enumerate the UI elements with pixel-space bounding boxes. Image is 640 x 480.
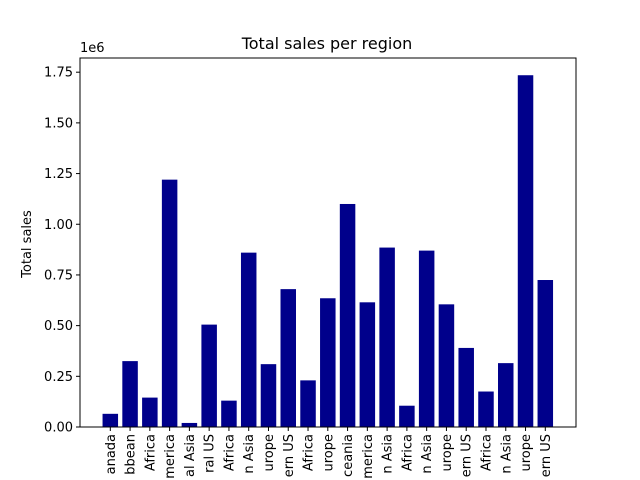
bar-17 (438, 304, 455, 427)
x-tick-label-3: merica (163, 434, 178, 479)
bar-5 (201, 324, 217, 427)
bar-16 (418, 250, 435, 427)
bar-11 (320, 298, 336, 427)
y-axis-label: Total sales (20, 210, 35, 279)
y-tick-label-5: 1.25 (44, 167, 73, 182)
x-tick-label-18: ern US (460, 434, 475, 477)
bar-21 (517, 75, 534, 427)
bar-10 (300, 380, 316, 427)
bar-6 (221, 400, 237, 427)
x-tick-label-17: urope (440, 434, 455, 472)
x-tick-label-13: merica (361, 434, 376, 479)
x-tick-label-14: n Asia (381, 434, 396, 474)
y-tick-label-2: 0.50 (44, 319, 73, 334)
x-tick-label-5: ral US (203, 434, 218, 473)
bar-1 (122, 361, 138, 427)
bars-group (102, 75, 554, 427)
bar-13 (359, 302, 376, 427)
chart-title: Total sales per region (241, 34, 413, 53)
bar-14 (379, 247, 395, 427)
bar-4 (181, 422, 198, 427)
bar-3 (161, 179, 178, 427)
bar-15 (399, 405, 415, 427)
y-tick-label-3: 0.75 (44, 268, 73, 283)
x-tick-label-12: ceania (341, 434, 356, 477)
x-tick-label-8: urope (262, 434, 277, 472)
bar-19 (478, 391, 494, 427)
y-tick-label-4: 1.00 (44, 218, 73, 233)
x-tick-label-6: Africa (222, 434, 237, 471)
x-tick-label-21: urope (519, 434, 534, 472)
x-tick-label-2: Africa (143, 434, 158, 471)
x-ticks-group: anada bbean Africa merica al Asia ral US Afric… (104, 427, 554, 479)
x-tick-label-19: Africa (479, 434, 494, 471)
bar-8 (260, 364, 277, 427)
x-tick-label-16: n Asia (420, 434, 435, 474)
y-tick-label-7: 1.75 (44, 66, 73, 81)
bar-9 (280, 289, 296, 427)
x-tick-label-22: ern US (539, 434, 554, 477)
y-axis-offset-label: 1e6 (80, 41, 105, 56)
x-tick-label-11: urope (321, 434, 336, 472)
x-tick-label-20: n Asia (499, 434, 514, 474)
y-ticks-group: 0.00 0.25 0.50 0.75 1.00 1.25 1.50 1.75 (44, 66, 80, 436)
y-tick-label-6: 1.50 (44, 116, 73, 131)
x-tick-label-10: Africa (302, 434, 317, 471)
bar-0 (102, 413, 119, 427)
x-tick-label-9: ern US (282, 434, 297, 477)
x-tick-label-7: n Asia (242, 434, 257, 474)
bar-22 (537, 280, 554, 427)
bar-20 (498, 363, 514, 427)
bar-7 (240, 252, 257, 427)
x-tick-label-1: bbean (124, 434, 139, 475)
bar-2 (142, 397, 158, 427)
x-tick-label-0: anada (104, 434, 119, 474)
y-tick-label-0: 0.00 (44, 421, 73, 436)
bar-12 (339, 203, 356, 427)
y-tick-label-1: 0.25 (44, 370, 73, 385)
x-tick-label-4: al Asia (183, 434, 198, 477)
x-tick-label-15: Africa (400, 434, 415, 471)
plot-frame (79, 57, 577, 428)
bar-18 (458, 347, 474, 427)
